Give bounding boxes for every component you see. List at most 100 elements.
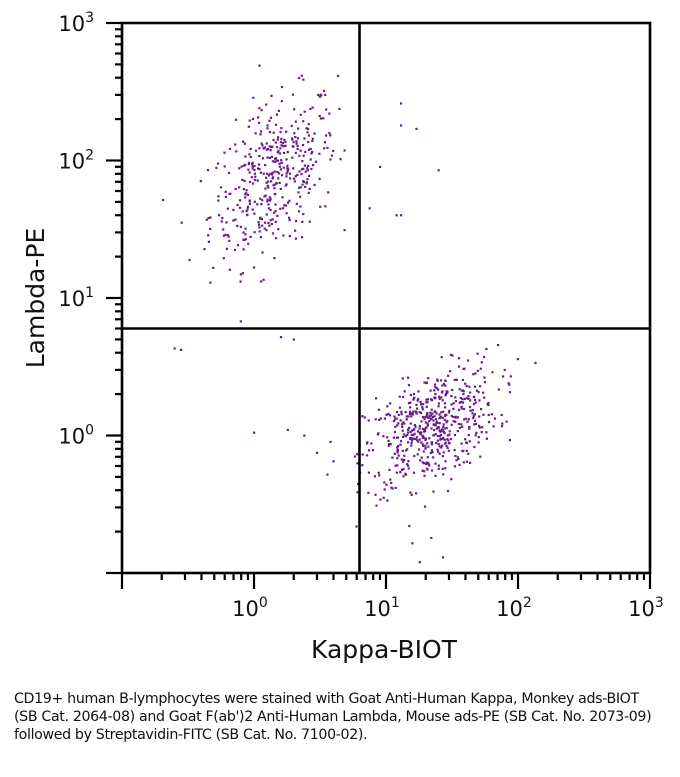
data-point bbox=[407, 376, 410, 379]
data-point bbox=[319, 205, 322, 208]
data-point bbox=[400, 410, 403, 413]
data-point bbox=[285, 130, 288, 133]
data-point bbox=[269, 199, 272, 202]
data-point bbox=[271, 218, 274, 221]
data-point bbox=[435, 387, 438, 390]
data-point bbox=[270, 223, 273, 226]
data-point bbox=[412, 428, 415, 432]
data-point bbox=[244, 163, 247, 166]
data-point bbox=[423, 381, 426, 384]
data-point bbox=[412, 434, 415, 437]
data-point bbox=[434, 418, 438, 421]
data-point bbox=[260, 142, 263, 145]
data-point bbox=[232, 208, 235, 211]
data-point bbox=[400, 124, 403, 127]
data-point bbox=[418, 438, 421, 441]
data-point bbox=[410, 441, 413, 445]
data-point bbox=[307, 134, 310, 137]
data-point bbox=[407, 467, 410, 470]
data-point bbox=[450, 478, 453, 481]
data-point bbox=[276, 170, 279, 174]
data-point bbox=[307, 148, 311, 151]
data-point bbox=[418, 424, 421, 428]
data-point bbox=[430, 443, 433, 446]
data-point bbox=[251, 165, 254, 168]
data-point bbox=[429, 389, 432, 392]
data-point bbox=[459, 397, 462, 400]
data-point bbox=[422, 444, 425, 448]
data-point bbox=[295, 202, 298, 205]
data-point bbox=[404, 449, 408, 452]
data-point bbox=[355, 525, 358, 528]
data-point bbox=[254, 149, 258, 152]
data-point bbox=[418, 448, 421, 451]
data-point bbox=[439, 438, 442, 441]
data-point bbox=[422, 403, 425, 406]
data-point bbox=[465, 449, 468, 452]
data-point bbox=[323, 147, 326, 150]
data-point bbox=[221, 217, 224, 220]
data-point bbox=[239, 320, 242, 323]
data-point bbox=[434, 386, 437, 389]
data-point bbox=[448, 409, 451, 412]
data-point bbox=[260, 203, 263, 206]
data-point bbox=[477, 436, 480, 439]
data-point bbox=[452, 402, 455, 405]
data-point bbox=[249, 235, 252, 238]
data-point bbox=[261, 224, 264, 227]
data-point bbox=[285, 172, 288, 175]
data-point bbox=[226, 207, 229, 210]
data-point bbox=[426, 398, 430, 401]
data-point bbox=[472, 414, 475, 417]
data-point bbox=[270, 173, 274, 176]
data-point bbox=[474, 398, 477, 401]
data-point bbox=[385, 483, 388, 486]
data-point bbox=[438, 397, 441, 400]
data-point bbox=[413, 454, 416, 458]
data-point bbox=[307, 164, 310, 168]
data-point bbox=[421, 406, 424, 409]
data-point bbox=[446, 446, 449, 449]
plot-frame bbox=[120, 21, 652, 575]
data-point bbox=[437, 426, 440, 429]
data-point bbox=[445, 413, 448, 416]
data-point bbox=[276, 159, 280, 162]
data-point bbox=[301, 220, 304, 223]
data-point bbox=[447, 439, 450, 442]
data-point bbox=[502, 375, 505, 378]
x-tick-label: 100 bbox=[232, 595, 268, 621]
y-tick-label: 102 bbox=[58, 148, 94, 174]
data-point bbox=[462, 390, 465, 393]
data-point bbox=[247, 125, 250, 128]
data-point bbox=[468, 425, 471, 429]
data-point bbox=[467, 452, 470, 455]
data-point bbox=[261, 251, 264, 254]
data-point bbox=[299, 149, 302, 152]
data-point bbox=[420, 403, 423, 406]
data-point bbox=[480, 361, 483, 364]
data-point bbox=[447, 374, 450, 377]
data-point bbox=[490, 413, 493, 416]
data-point bbox=[326, 473, 329, 476]
data-point bbox=[302, 120, 305, 123]
data-point bbox=[430, 427, 433, 430]
data-point bbox=[415, 492, 418, 495]
data-point bbox=[423, 474, 426, 477]
data-point bbox=[257, 116, 260, 119]
data-point bbox=[269, 197, 272, 200]
data-point bbox=[234, 143, 237, 146]
data-point bbox=[426, 424, 429, 427]
data-point bbox=[429, 398, 433, 401]
data-point bbox=[311, 140, 314, 143]
data-point bbox=[444, 406, 447, 409]
data-point bbox=[443, 402, 447, 405]
data-point bbox=[273, 192, 276, 196]
data-point bbox=[303, 434, 306, 437]
data-point bbox=[409, 437, 412, 440]
data-point bbox=[379, 498, 382, 501]
data-point bbox=[256, 179, 259, 182]
data-point bbox=[373, 475, 376, 478]
data-point bbox=[469, 461, 472, 464]
data-point bbox=[451, 388, 454, 392]
data-point bbox=[448, 442, 451, 445]
